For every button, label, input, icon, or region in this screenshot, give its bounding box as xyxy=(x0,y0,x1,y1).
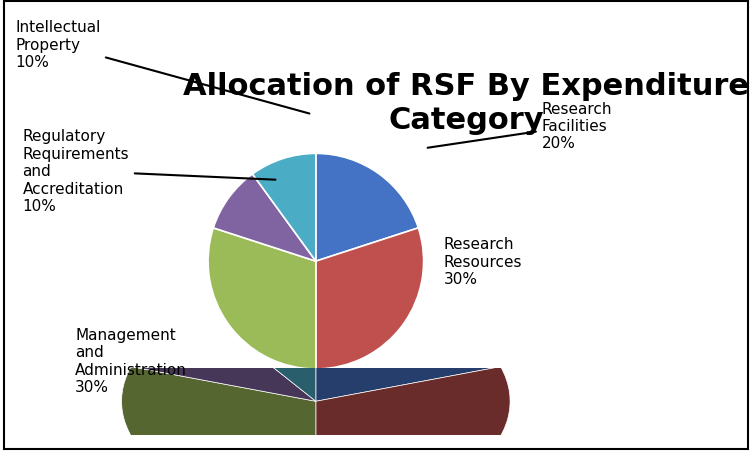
Text: Regulatory
Requirements
and
Accreditation
10%: Regulatory Requirements and Accreditatio… xyxy=(23,129,275,214)
Text: Intellectual
Property
10%: Intellectual Property 10% xyxy=(15,20,309,114)
Wedge shape xyxy=(131,311,316,401)
Text: Management
and
Administration
30%: Management and Administration 30% xyxy=(75,327,187,394)
Wedge shape xyxy=(202,290,316,401)
Wedge shape xyxy=(253,154,316,262)
Wedge shape xyxy=(214,175,316,262)
Text: Research
Facilities
20%: Research Facilities 20% xyxy=(428,101,612,151)
Wedge shape xyxy=(122,367,316,451)
Wedge shape xyxy=(316,290,501,401)
Text: Research
Resources
30%: Research Resources 30% xyxy=(444,237,522,286)
Wedge shape xyxy=(316,367,510,451)
Text: Allocation of RSF By Expenditure
Category: Allocation of RSF By Expenditure Categor… xyxy=(183,72,749,134)
Wedge shape xyxy=(316,154,418,262)
Wedge shape xyxy=(208,228,316,369)
Wedge shape xyxy=(316,228,423,369)
